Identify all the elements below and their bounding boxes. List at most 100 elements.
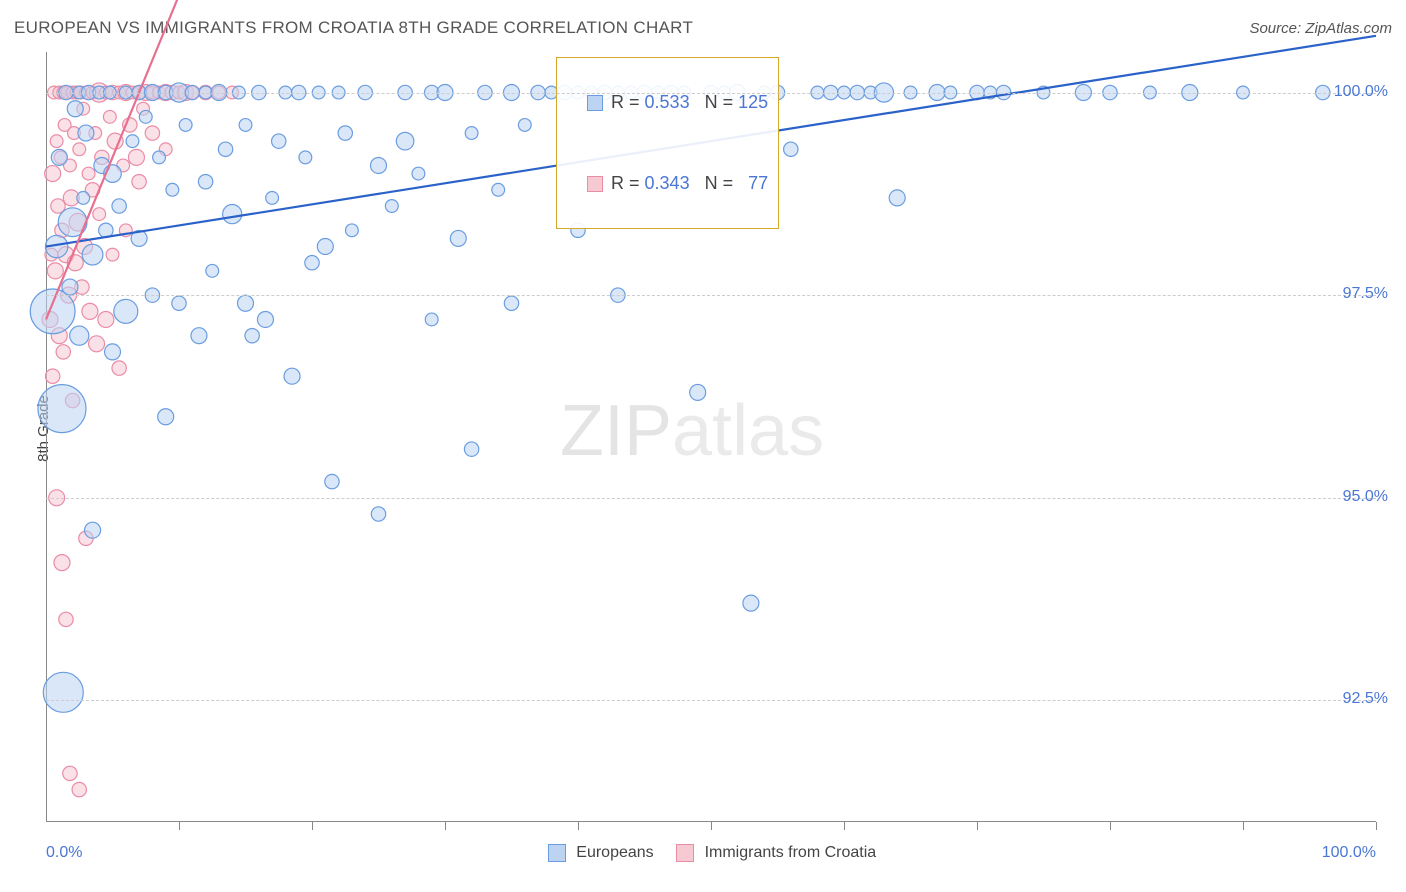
data-point (56, 345, 70, 359)
data-point (153, 151, 166, 164)
data-point (889, 190, 905, 206)
data-point (103, 110, 116, 123)
x-tick (1110, 822, 1111, 830)
data-point (284, 368, 300, 384)
data-point (145, 126, 159, 140)
data-point (67, 101, 83, 117)
data-point (425, 313, 438, 326)
data-point (85, 522, 101, 538)
data-point (73, 143, 86, 156)
data-point (38, 385, 86, 433)
data-point (191, 328, 207, 344)
swatch-pink-icon (587, 176, 603, 192)
data-point (126, 135, 139, 148)
data-point (396, 132, 414, 150)
stat-n-pink: 77 (738, 173, 768, 193)
data-point (54, 555, 70, 571)
data-point (172, 296, 186, 310)
data-point (98, 311, 114, 327)
data-point (218, 142, 232, 156)
data-point (158, 409, 174, 425)
data-point (743, 595, 759, 611)
data-point (690, 384, 706, 400)
data-point (128, 149, 144, 165)
data-point (346, 224, 359, 237)
data-point (198, 174, 212, 188)
data-point (266, 191, 279, 204)
bottom-legend: Europeans Immigrants from Croatia (0, 844, 1406, 862)
data-point (62, 279, 78, 295)
data-point (338, 126, 352, 140)
y-tick-label: 95.0% (1343, 488, 1388, 506)
data-point (272, 134, 286, 148)
x-tick (1243, 822, 1244, 830)
data-point (45, 369, 59, 383)
stat-n-blue: 125 (738, 92, 768, 112)
data-point (82, 167, 95, 180)
data-point (47, 263, 63, 279)
x-tick (578, 822, 579, 830)
data-point (82, 244, 103, 265)
data-point (206, 264, 219, 277)
data-point (82, 303, 98, 319)
data-point (257, 311, 273, 327)
chart-source: Source: ZipAtlas.com (1249, 20, 1392, 37)
data-point (465, 127, 478, 140)
data-point (245, 328, 259, 342)
data-point (45, 166, 61, 182)
data-point (78, 125, 94, 141)
data-point (93, 208, 106, 221)
x-tick (445, 822, 446, 830)
data-point (492, 183, 505, 196)
data-point (106, 248, 119, 261)
x-tick (1376, 822, 1377, 830)
data-point (166, 183, 179, 196)
stat-r-blue: 0.533 (645, 92, 690, 112)
legend-label-europeans: Europeans (576, 844, 653, 861)
data-point (112, 199, 126, 213)
data-point (77, 191, 90, 204)
data-point (238, 295, 254, 311)
chart-header: EUROPEAN VS IMMIGRANTS FROM CROATIA 8TH … (14, 18, 1392, 38)
data-point (51, 149, 67, 165)
gridline-h (46, 295, 1376, 296)
data-point (72, 782, 86, 796)
data-point (518, 119, 531, 132)
data-point (63, 766, 77, 780)
data-point (105, 344, 121, 360)
data-point (112, 361, 126, 375)
data-point (43, 672, 83, 712)
data-point (239, 119, 252, 132)
data-point (385, 200, 398, 213)
data-point (299, 151, 312, 164)
legend-swatch-blue-icon (548, 844, 566, 862)
x-tick (977, 822, 978, 830)
x-tick (312, 822, 313, 830)
x-tick (844, 822, 845, 830)
chart-title: EUROPEAN VS IMMIGRANTS FROM CROATIA 8TH … (14, 18, 693, 38)
data-point (784, 142, 798, 156)
swatch-blue-icon (587, 95, 603, 111)
data-point (464, 442, 478, 456)
data-point (139, 110, 152, 123)
data-point (371, 157, 387, 173)
gridline-h (46, 498, 1376, 499)
data-point (371, 507, 385, 521)
x-tick (711, 822, 712, 830)
data-point (59, 612, 73, 626)
data-point (70, 326, 89, 345)
x-tick (179, 822, 180, 830)
data-point (504, 296, 518, 310)
stats-legend-box: R = 0.533 N = 125 R = 0.343 N = 77 (556, 57, 779, 229)
data-point (317, 239, 333, 255)
y-tick-label: 97.5% (1343, 285, 1388, 303)
legend-label-croatia: Immigrants from Croatia (705, 844, 877, 861)
data-point (132, 174, 146, 188)
y-tick-label: 92.5% (1343, 690, 1388, 708)
data-point (325, 474, 339, 488)
data-point (50, 135, 63, 148)
stats-row-blue: R = 0.533 N = 125 (567, 62, 768, 143)
gridline-h (46, 93, 1376, 94)
data-point (114, 299, 138, 323)
data-point (305, 256, 319, 270)
